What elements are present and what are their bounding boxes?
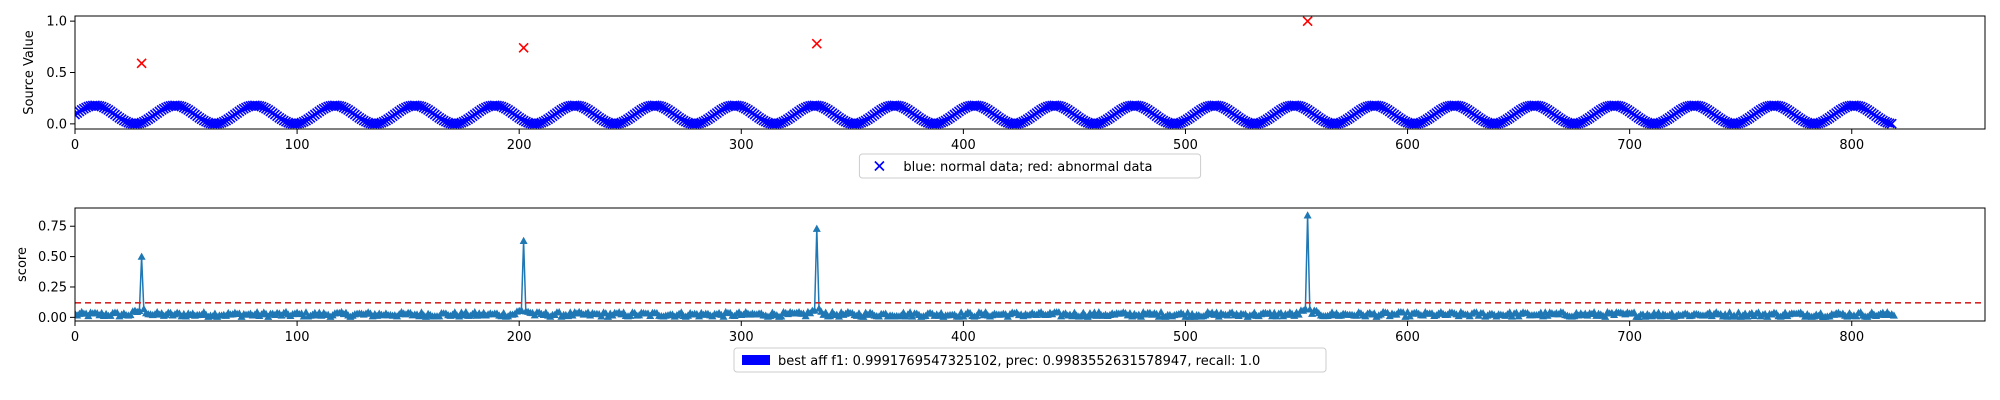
series-0 [75, 211, 1898, 320]
y-axis-label: score [15, 247, 30, 282]
score-axes: 0 100 200 300 400 500 600 700 800 0.00 0.25 0.50 0.7… [15, 207, 1986, 373]
abnormal-point [518, 42, 529, 53]
score-point [1454, 311, 1463, 320]
x-tick-label: 600 [1395, 330, 1420, 345]
plot-area [75, 16, 1897, 129]
score-point [812, 224, 821, 232]
score-point [1889, 311, 1898, 319]
x-tick-label: 600 [1395, 138, 1420, 153]
abnormal-point [811, 38, 822, 49]
score-point [859, 312, 868, 320]
x-tick-label: 800 [1839, 330, 1864, 345]
score-point [597, 312, 606, 320]
legend-patch [742, 355, 770, 365]
normal-point [1886, 118, 1897, 129]
legend-box [733, 347, 1327, 373]
legend: blue: normal data; red: abnormal data [858, 153, 1202, 179]
series-0 [75, 100, 1897, 129]
score-point [719, 312, 728, 320]
legend-box [858, 153, 1202, 179]
legend-label: best aff f1: 0.9991769547325102, prec: 0… [778, 354, 1260, 369]
score-point [835, 312, 843, 320]
x-tick-label: 100 [285, 138, 310, 153]
y-tick-label: 0.75 [38, 220, 67, 235]
legend-marker [874, 160, 885, 172]
score-point [777, 312, 786, 320]
x-tick-label: 300 [729, 138, 754, 153]
score-point [810, 306, 819, 314]
x-tick-label: 0 [71, 138, 79, 153]
score-point [1137, 312, 1146, 320]
score-point [126, 310, 135, 319]
y-tick-label: 0.5 [46, 66, 67, 81]
x-tick-label: 300 [729, 330, 754, 345]
abnormal-point [1302, 16, 1313, 27]
score-point [137, 252, 146, 260]
plot-area [75, 211, 1985, 320]
x-tick-label: 500 [1173, 138, 1198, 153]
x-tick-label: 100 [285, 330, 310, 345]
score-point [1294, 310, 1303, 318]
score-point [1601, 312, 1610, 320]
abnormal-point [136, 58, 147, 69]
score-point [519, 236, 528, 245]
score-line [75, 215, 1895, 319]
x-tick-label: 700 [1617, 330, 1642, 345]
score-point [517, 306, 526, 314]
score-point [801, 312, 810, 320]
y-tick-label: 0.50 [38, 250, 67, 265]
normal-point [1884, 118, 1895, 129]
source-value-axes: 0 100 200 300 400 500 600 700 800 0.0 0.5 1.0 Source… [22, 15, 1986, 179]
x-tick-label: 500 [1173, 330, 1198, 345]
x-tick-label: 200 [507, 138, 532, 153]
score-point [135, 306, 144, 314]
x-tick-label: 400 [951, 138, 976, 153]
y-tick-label: 1.0 [46, 15, 67, 30]
y-tick-label: 0.25 [38, 280, 67, 295]
x-tick-label: 0 [71, 330, 79, 345]
y-axis-label: Source Value [22, 30, 37, 114]
y-tick-label: 0.00 [38, 311, 67, 326]
y-tick-label: 0.0 [46, 117, 67, 132]
legend: best aff f1: 0.9991769547325102, prec: 0… [733, 347, 1327, 373]
axes-frame [74, 207, 1986, 322]
x-tick-label: 800 [1839, 138, 1864, 153]
x-tick-label: 200 [507, 330, 532, 345]
x-tick-label: 700 [1617, 138, 1642, 153]
legend-label: blue: normal data; red: abnormal data [903, 160, 1152, 175]
x-tick-label: 400 [951, 330, 976, 345]
series-1 [136, 16, 1313, 69]
score-point [1303, 211, 1312, 219]
